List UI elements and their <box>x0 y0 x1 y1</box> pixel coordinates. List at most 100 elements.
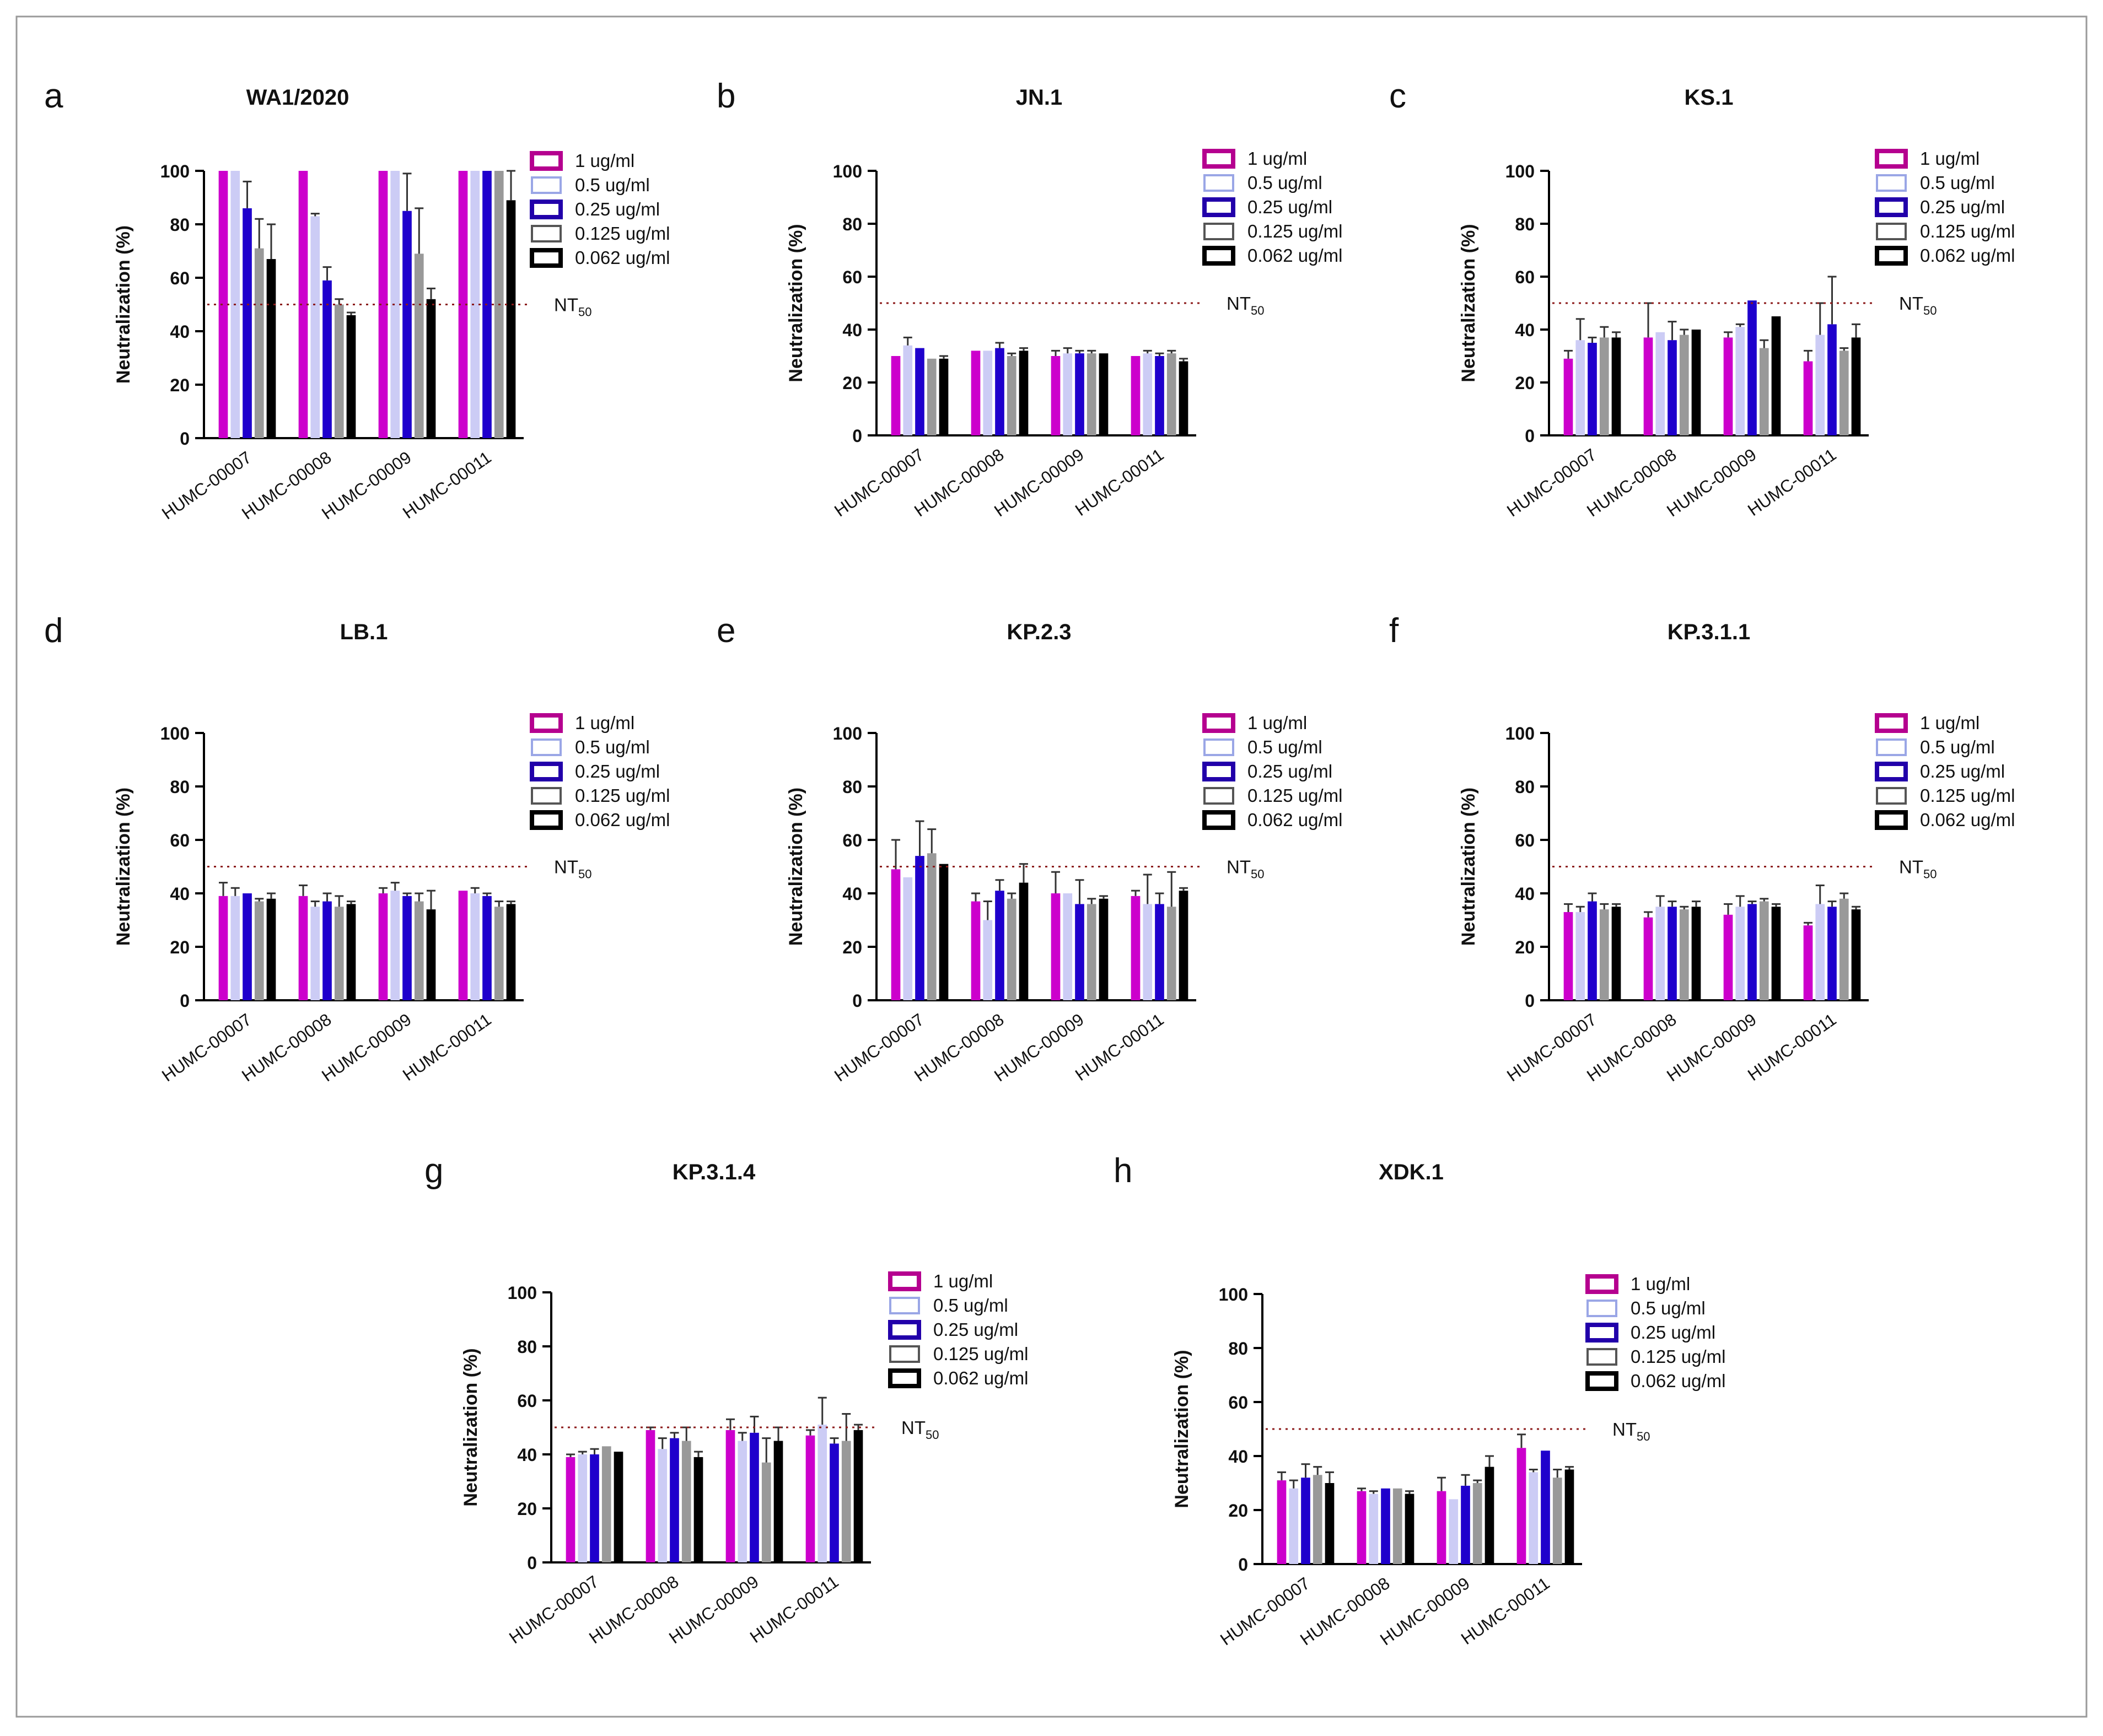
bar <box>334 907 344 1000</box>
bar <box>1643 337 1653 435</box>
threshold-subscript: 50 <box>578 305 591 319</box>
bar <box>601 1446 611 1562</box>
legend-swatch <box>1202 810 1235 830</box>
y-tick-label: 40 <box>1515 884 1535 904</box>
bar <box>1691 330 1701 435</box>
bar <box>1166 353 1176 435</box>
y-axis-label: Neutralization (%) <box>113 225 134 384</box>
legend-swatch <box>1875 713 1908 733</box>
legend: 1 ug/ml 0.5 ug/ml 0.25 ug/ml 0.125 ug/ml 0.0… <box>1875 713 2015 830</box>
y-tick-label: 40 <box>842 884 862 904</box>
bar <box>243 208 252 438</box>
y-tick-label: 20 <box>842 937 862 957</box>
legend-label: 1 ug/ml <box>1247 148 1307 169</box>
y-tick-label: 0 <box>852 991 862 1011</box>
bar <box>266 898 276 1000</box>
legend-swatch <box>1876 174 1907 192</box>
legend-label: 0.062 ug/ml <box>1247 810 1342 830</box>
bar <box>414 901 424 1000</box>
chart-title: XDK.1 <box>1379 1160 1444 1184</box>
panel-letter: c <box>1389 77 1406 115</box>
legend-label: 1 ug/ml <box>1920 713 1980 733</box>
bar <box>773 1441 783 1562</box>
legend-label: 0.125 ug/ml <box>1920 221 2015 241</box>
bar <box>995 891 1004 1000</box>
legend: 1 ug/ml 0.5 ug/ml 0.25 ug/ml 0.125 ug/ml 0.0… <box>1202 713 1342 830</box>
bar <box>1277 1480 1287 1564</box>
y-tick-label: 20 <box>1515 373 1535 393</box>
y-tick-label: 40 <box>842 320 862 340</box>
y-tick-label: 20 <box>1515 937 1535 957</box>
legend-swatch <box>1203 174 1234 192</box>
bar <box>1179 361 1188 435</box>
legend-swatch <box>530 810 563 830</box>
bar <box>646 1430 655 1562</box>
legend: 1 ug/ml 0.5 ug/ml 0.25 ug/ml 0.125 ug/ml 0.0… <box>530 150 670 268</box>
bar <box>322 280 332 438</box>
legend-label: 0.125 ug/ml <box>1631 1346 1725 1367</box>
bar <box>1357 1491 1367 1564</box>
legend-label: 0.25 ug/ml <box>575 199 660 219</box>
bar <box>1369 1494 1379 1564</box>
panel-letter: d <box>44 612 63 650</box>
bar <box>378 171 388 438</box>
legend-swatch <box>1202 713 1235 733</box>
bar <box>1679 909 1689 1000</box>
bar <box>1166 907 1176 1000</box>
bar <box>506 904 516 1000</box>
bar <box>1087 904 1096 1000</box>
bar <box>266 259 276 438</box>
bar <box>470 893 480 1000</box>
legend-label: 1 ug/ml <box>1631 1274 1690 1294</box>
legend-label: 0.5 ug/ml <box>1920 172 1995 193</box>
legend: 1 ug/ml 0.5 ug/ml 0.25 ug/ml 0.125 ug/ml 0.0… <box>530 713 670 830</box>
chart-title: KS.1 <box>1685 85 1734 110</box>
bar <box>482 896 492 1000</box>
y-tick-label: 100 <box>160 724 190 743</box>
legend-swatch <box>1876 738 1907 756</box>
bar <box>426 299 436 438</box>
bar <box>1007 898 1016 1000</box>
legend-label: 0.062 ug/ml <box>1920 245 2015 266</box>
bar <box>1179 891 1188 1000</box>
legend-label: 0.5 ug/ml <box>1631 1298 1706 1318</box>
chart-title: KP.3.1.4 <box>673 1160 756 1184</box>
bar <box>1827 907 1837 1000</box>
y-tick-label: 60 <box>1515 831 1535 850</box>
bar <box>1019 882 1029 1000</box>
bar <box>1611 907 1621 1000</box>
bar <box>1131 356 1141 435</box>
bar <box>322 901 332 1000</box>
bar <box>983 920 993 1000</box>
legend-label: 0.125 ug/ml <box>933 1344 1028 1364</box>
legend-label: 0.062 ug/ml <box>933 1368 1028 1388</box>
bar <box>915 348 924 435</box>
bar <box>218 896 228 1000</box>
y-tick-label: 80 <box>517 1337 537 1357</box>
bar <box>1599 337 1609 435</box>
bar <box>995 348 1004 435</box>
bar <box>614 1452 623 1562</box>
y-tick-label: 60 <box>842 267 862 287</box>
bar <box>1063 893 1073 1000</box>
y-tick-label: 100 <box>1505 161 1535 181</box>
bar <box>402 896 412 1000</box>
legend-swatch <box>1202 762 1235 781</box>
panel-letter: h <box>1114 1152 1132 1190</box>
bar <box>1723 337 1733 435</box>
bar <box>506 200 516 438</box>
bar <box>1611 337 1621 435</box>
bar <box>1516 1448 1526 1564</box>
threshold-subscript: 50 <box>926 1428 939 1442</box>
bar <box>218 171 228 438</box>
bar <box>334 304 344 438</box>
bar <box>1405 1494 1414 1564</box>
bar <box>1392 1488 1402 1564</box>
bar <box>230 896 240 1000</box>
bar <box>390 891 400 1000</box>
threshold-subscript: 50 <box>1923 304 1937 317</box>
legend-swatch <box>889 1345 920 1363</box>
legend-swatch <box>1202 246 1235 266</box>
legend-swatch <box>1875 810 1908 830</box>
y-tick-label: 100 <box>160 161 190 181</box>
